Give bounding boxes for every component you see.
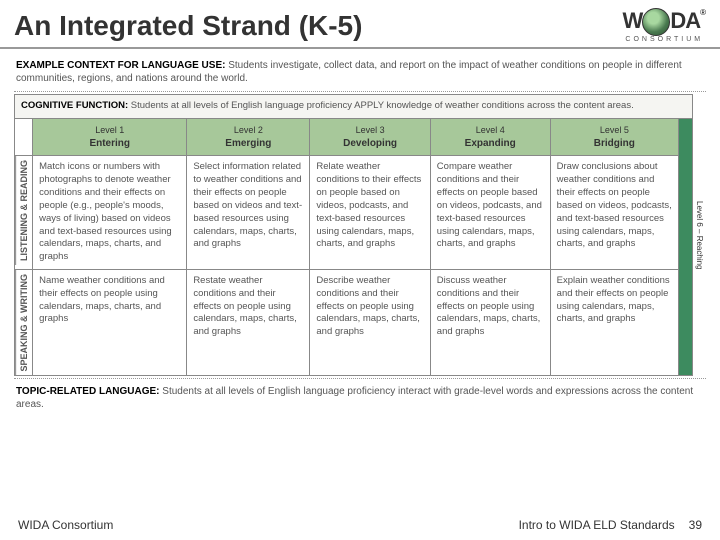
cell-r1-l2: Select information related to weather co… xyxy=(187,156,310,270)
level-header-row: Level 1Entering Level 2Emerging Level 3D… xyxy=(15,118,693,156)
cell-r1-l4: Compare weather conditions and their eff… xyxy=(430,156,550,270)
level-6-reaching-label: Level 6 – Reaching xyxy=(693,94,706,376)
cell-r2-l3: Describe weather conditions and their ef… xyxy=(310,269,430,376)
cognitive-row: COGNITIVE FUNCTION: Students at all leve… xyxy=(15,95,693,119)
slide-content: EXAMPLE CONTEXT FOR LANGUAGE USE: Studen… xyxy=(0,49,720,415)
footer-left: WIDA Consortium xyxy=(18,518,113,532)
context-label: EXAMPLE CONTEXT FOR LANGUAGE USE: xyxy=(16,60,225,71)
cell-r2-l4: Discuss weather conditions and their eff… xyxy=(430,269,550,376)
logo-registered: ® xyxy=(700,8,706,17)
level-2-header: Level 2Emerging xyxy=(187,118,310,156)
level-4-header: Level 4Expanding xyxy=(430,118,550,156)
speaking-writing-label: SPEAKING & WRITING xyxy=(15,270,32,376)
strand-table: COGNITIVE FUNCTION: Students at all leve… xyxy=(14,94,693,376)
wida-logo: W DA ® CONSORTIUM xyxy=(623,8,706,43)
example-context: EXAMPLE CONTEXT FOR LANGUAGE USE: Studen… xyxy=(14,55,706,89)
slide-footer: WIDA Consortium Intro to WIDA ELD Standa… xyxy=(0,518,720,532)
cell-r2-l1: Name weather conditions and their effect… xyxy=(33,269,187,376)
slide-title: An Integrated Strand (K-5) xyxy=(14,10,362,42)
level-5-header: Level 5Bridging xyxy=(550,118,678,156)
globe-icon xyxy=(642,8,670,36)
divider xyxy=(14,91,706,92)
speaking-writing-row: SPEAKING & WRITING Name weather conditio… xyxy=(15,269,693,376)
logo-subtitle: CONSORTIUM xyxy=(625,36,703,43)
page-number: 39 xyxy=(689,518,702,532)
level-1-header: Level 1Entering xyxy=(33,118,187,156)
listening-reading-row: LISTENING & READING Match icons or numbe… xyxy=(15,156,693,270)
cognitive-text: Students at all levels of English langua… xyxy=(131,100,634,111)
logo-text-w: W xyxy=(623,8,643,34)
cell-r1-l5: Draw conclusions about weather condition… xyxy=(550,156,678,270)
divider xyxy=(14,378,706,379)
cell-r1-l3: Relate weather conditions to their effec… xyxy=(310,156,430,270)
cognitive-label: COGNITIVE FUNCTION: xyxy=(21,100,128,111)
level-3-header: Level 3Developing xyxy=(310,118,430,156)
logo-text-da: DA xyxy=(670,8,700,34)
topic-language: TOPIC-RELATED LANGUAGE: Students at all … xyxy=(14,381,706,415)
cell-r1-l1: Match icons or numbers with photographs … xyxy=(33,156,187,270)
cell-r2-l2: Restate weather conditions and their eff… xyxy=(187,269,310,376)
footer-mid: Intro to WIDA ELD Standards xyxy=(519,518,675,532)
slide-header: An Integrated Strand (K-5) W DA ® CONSOR… xyxy=(0,0,720,49)
topic-label: TOPIC-RELATED LANGUAGE: xyxy=(16,386,160,397)
cell-r2-l5: Explain weather conditions and their eff… xyxy=(550,269,678,376)
level-6-column xyxy=(679,119,685,127)
strand-table-wrap: COGNITIVE FUNCTION: Students at all leve… xyxy=(14,94,706,376)
listening-reading-label: LISTENING & READING xyxy=(15,156,32,265)
